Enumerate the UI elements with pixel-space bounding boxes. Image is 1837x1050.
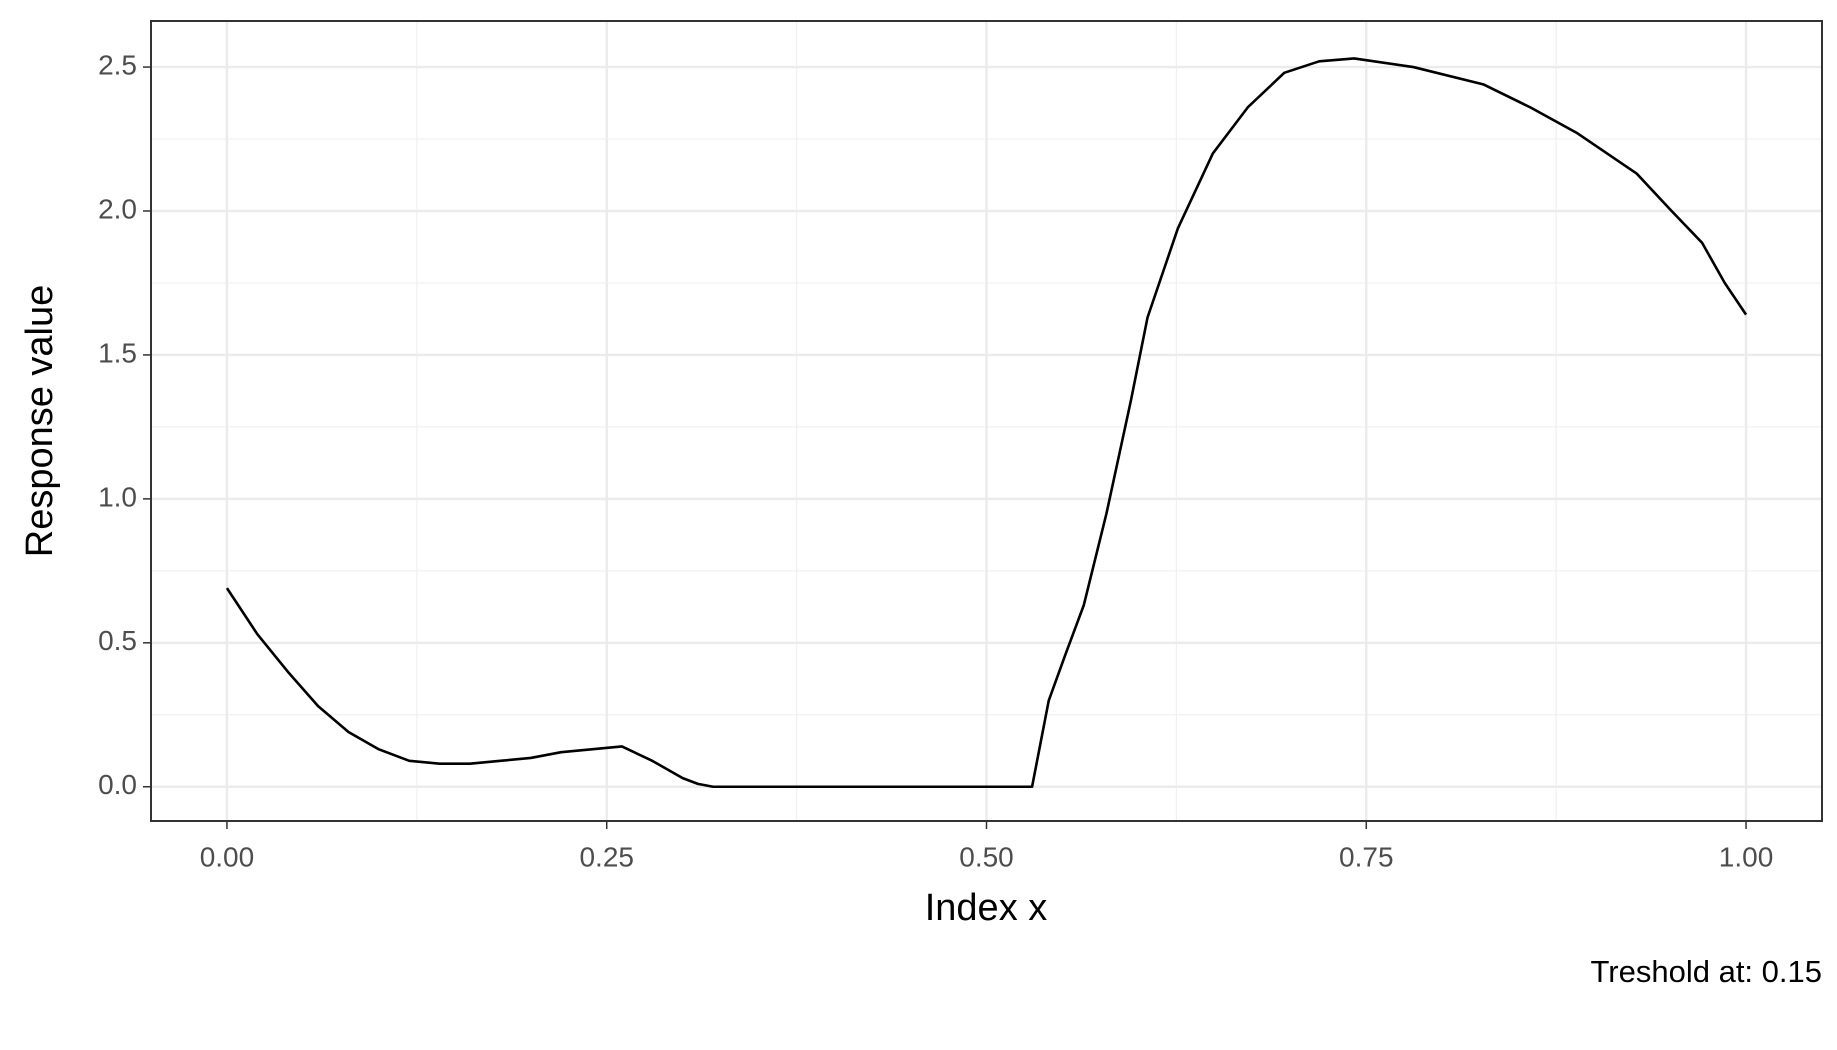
line [225,57,1748,789]
panel-border [150,20,1823,822]
x-tick-label: 0.25 [579,841,634,872]
caption: Treshold at: 0.15 [1591,954,1823,989]
x-tick-label: 0.00 [200,841,255,872]
y-tick-label: 2.5 [98,49,137,80]
x-tick-label: 0.75 [1339,841,1394,872]
y-tick-label: 0.0 [98,769,137,800]
y-tick-label: 0.5 [98,625,137,656]
x-tick-label: 1.00 [1719,841,1774,872]
x-axis-title: Index x [925,887,1048,929]
y-axis-title: Response value [19,285,61,558]
y-tick-label: 1.0 [98,481,137,512]
x-tick-label: 0.50 [959,841,1014,872]
y-tick-label: 1.5 [98,337,137,368]
y-tick-label: 2.0 [98,193,137,224]
